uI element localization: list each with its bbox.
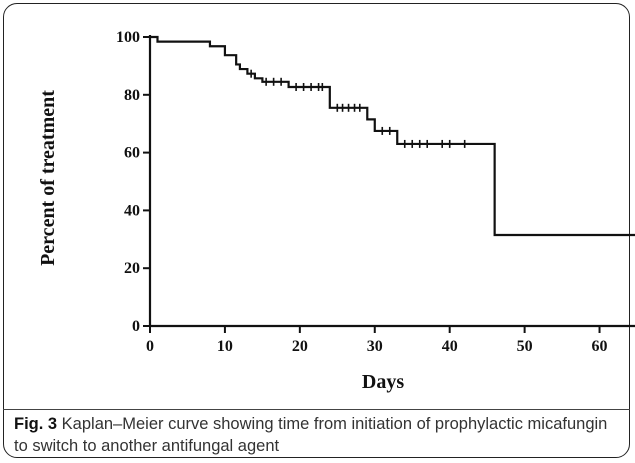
- x-tick-label: 0: [146, 338, 154, 355]
- y-tick-label: 40: [124, 202, 140, 219]
- chart-tick-labels: 0 20 40 60 80 100 0 10 20 30 40 50 60: [116, 29, 608, 355]
- caption-text: Kaplan–Meier curve showing time from ini…: [14, 415, 608, 455]
- y-tick-label: 0: [132, 318, 140, 335]
- chart-ticks: [143, 36, 601, 333]
- censor-marks: [250, 69, 466, 148]
- figure-frame: [3, 3, 630, 458]
- x-tick-label: 50: [517, 338, 533, 355]
- kaplan-meier-chart: 0 20 40 60 80 100 0 10 20 30 40 50 60 Percent of tre…: [37, 29, 635, 393]
- x-tick-label: 60: [592, 338, 608, 355]
- x-axis-title: Days: [362, 371, 404, 393]
- x-tick-label: 30: [367, 338, 383, 355]
- y-tick-label: 60: [124, 145, 140, 162]
- x-tick-label: 10: [217, 338, 233, 355]
- chart-axes: [148, 35, 635, 328]
- y-axis-title: Percent of treatment: [37, 90, 59, 266]
- caption-divider: [3, 409, 630, 410]
- x-tick-label: 20: [292, 338, 308, 355]
- figure-caption: Fig. 3 Kaplan–Meier curve showing time f…: [14, 413, 624, 457]
- y-tick-label: 20: [124, 260, 140, 277]
- x-tick-label: 40: [442, 338, 458, 355]
- survival-curve: [150, 35, 635, 237]
- y-tick-label: 100: [116, 29, 140, 46]
- figure-label: Fig. 3: [14, 415, 58, 433]
- y-tick-label: 80: [124, 87, 140, 104]
- survival-step-line: [150, 35, 635, 237]
